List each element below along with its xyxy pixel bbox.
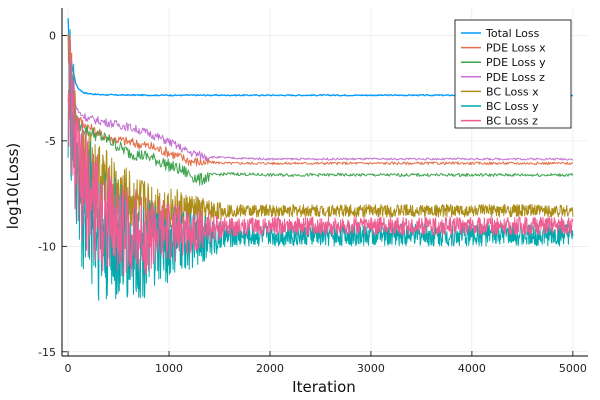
x-tick-label: 0 — [65, 362, 72, 375]
series-line-3 — [67, 34, 574, 186]
y-axis-title: log10(Loss) — [4, 143, 22, 230]
series-line-7 — [67, 34, 574, 277]
legend-label: BC Loss z — [486, 115, 538, 128]
series-layer — [67, 18, 574, 301]
x-tick-label: 2000 — [256, 362, 284, 375]
x-axis-title: Iteration — [292, 378, 356, 396]
legend-label: PDE Loss x — [486, 42, 546, 55]
legend-label: PDE Loss y — [486, 56, 546, 69]
series-line-4 — [67, 33, 574, 162]
legend-label: BC Loss x — [486, 85, 539, 98]
y-tick-label: -15 — [38, 346, 56, 359]
axes — [61, 8, 588, 357]
legend-label: Total Loss — [485, 27, 540, 40]
y-tick-label: -5 — [45, 135, 56, 148]
legend-box — [454, 19, 572, 129]
legend-label: PDE Loss z — [486, 71, 545, 84]
x-tick-label: 5000 — [559, 362, 587, 375]
series-line-2 — [67, 34, 574, 167]
tick-labels: 0 1000 2000 3000 4000 5000 0 -5 -10 -15 — [38, 29, 587, 375]
legend-label: BC Loss y — [486, 100, 539, 113]
y-tick-label: -10 — [38, 240, 56, 253]
x-tick-label: 1000 — [155, 362, 183, 375]
grid — [62, 8, 588, 356]
x-tick-label: 3000 — [357, 362, 385, 375]
x-tick-label: 4000 — [458, 362, 486, 375]
y-tick-label: 0 — [49, 29, 56, 42]
